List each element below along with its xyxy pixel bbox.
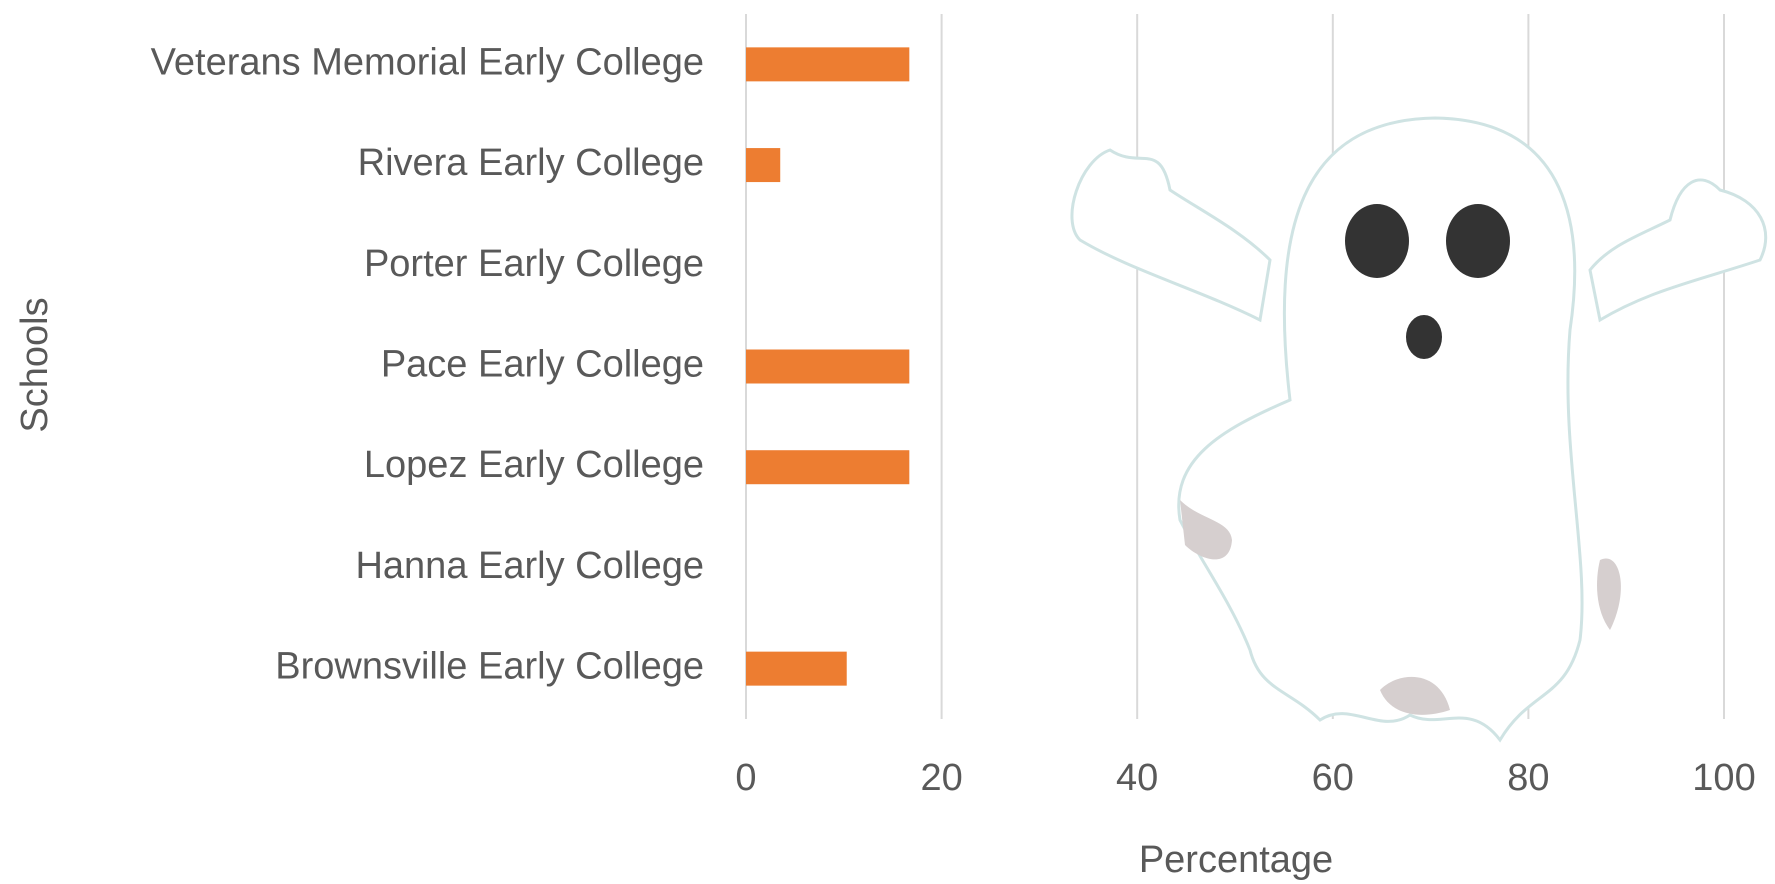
bar	[746, 651, 847, 686]
x-tick-label: 80	[1507, 757, 1549, 799]
bar	[746, 349, 910, 384]
y-tick-label: Pace Early College	[381, 344, 704, 386]
x-axis-title: Percentage	[1139, 839, 1333, 881]
y-tick-label: Porter Early College	[364, 243, 704, 285]
bar	[746, 148, 781, 183]
x-tick-label: 0	[735, 757, 756, 799]
x-tick-label: 20	[920, 757, 962, 799]
x-tick-label: 100	[1692, 757, 1755, 799]
y-tick-label: Hanna Early College	[355, 545, 704, 587]
y-tick-label: Veterans Memorial Early College	[151, 41, 704, 83]
x-tick-label: 60	[1312, 757, 1354, 799]
plot: 0 20 40 60 80 100 Veterans Memorial Early Coll…	[151, 41, 1756, 799]
y-tick-label: Brownsville Early College	[275, 646, 704, 688]
bar	[746, 450, 910, 485]
y-tick-label: Lopez Early College	[364, 444, 704, 486]
y-tick-label: Rivera Early College	[358, 142, 704, 184]
y-axis-title: Schools	[14, 297, 56, 432]
ghost-decoration	[1070, 116, 1768, 743]
bar	[746, 47, 910, 82]
x-tick-label: 40	[1116, 757, 1158, 799]
